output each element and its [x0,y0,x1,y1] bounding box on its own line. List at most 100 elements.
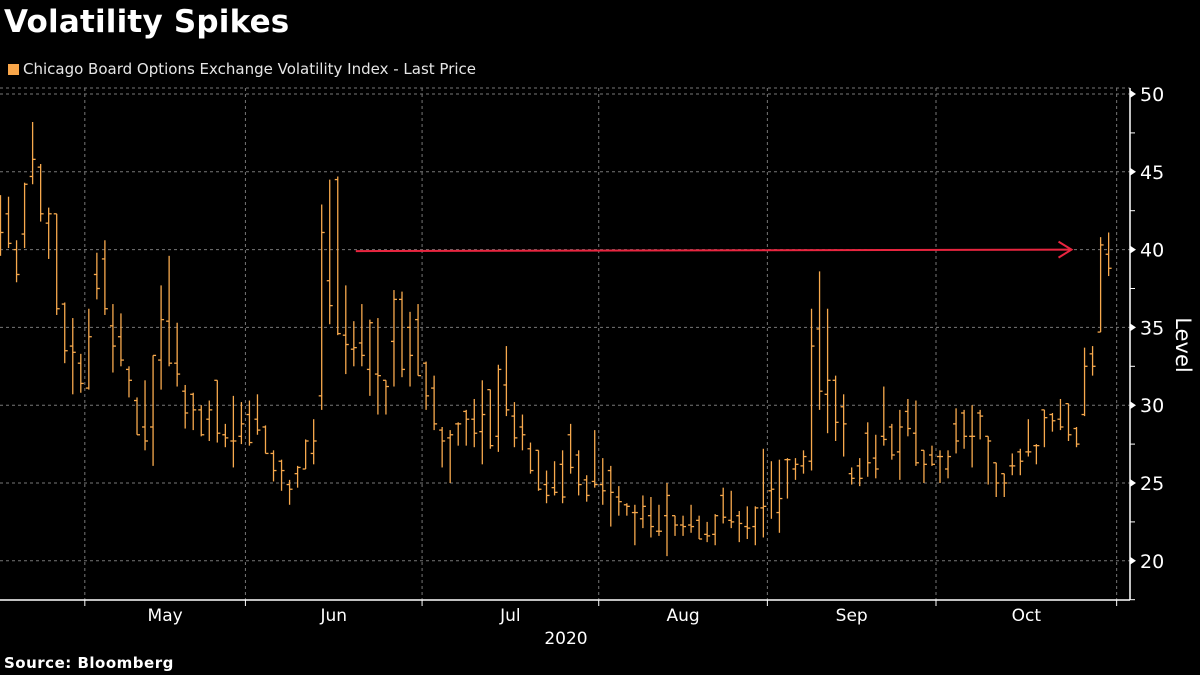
ohlc-bar [182,384,189,429]
ohlc-bar [503,346,510,417]
ohlc-bar [1001,473,1008,498]
ohlc-bar [150,354,157,466]
y-tick-mark [1130,323,1136,332]
ohlc-bar [824,308,831,434]
ohlc-bar [800,450,807,474]
ohlc-bar [953,408,960,454]
ohlc-bar [109,304,116,373]
ohlc-bar [1089,346,1096,376]
ohlc-bar [431,375,438,431]
ohlc-bar [808,308,815,471]
ohlc-bar [85,308,92,390]
ohlc-bar [463,409,470,446]
ohlc-bar [487,388,494,449]
ohlc-bar [294,465,301,488]
ohlc-bar [358,304,365,367]
ohlc-bar [631,504,638,546]
ohlc-bar [1105,232,1112,277]
ohlc-bar [856,458,863,487]
ohlc-bar [254,394,261,435]
ohlc-bar [286,479,293,505]
ohlc-bar [190,392,197,431]
x-tick-label: Aug [666,606,699,626]
ohlc-bar [166,255,173,367]
ohlc-bar [888,423,895,460]
ohlc-bar [350,321,357,367]
ohlc-bar [880,386,887,446]
ohlc-bar [607,465,614,527]
ohlc-bar [407,311,414,387]
ohlc-bar [278,459,285,491]
y-tick-label: 25 [1140,473,1164,495]
ohlc-bar [575,450,582,496]
chart-title: Volatility Spikes [4,4,290,40]
ohlc-bar [937,450,944,483]
ohlc-bar [840,394,847,457]
y-tick-label: 20 [1140,551,1164,573]
arrow-head-icon [1057,240,1074,259]
ohlc-bar [21,182,28,249]
ohlc-bar [519,414,526,451]
ohlc-bar [142,380,149,451]
y-tick-mark [1130,167,1136,176]
ohlc-bar [198,405,205,437]
ohlc-bar [744,506,751,540]
ohlc-bar [45,207,52,259]
ohlc-bar [495,364,502,452]
ohlc-bar [864,422,871,477]
ohlc-bar [69,318,76,395]
ohlc-bar [712,514,719,546]
x-tick-label: Sep [836,606,868,626]
ohlc-bar [125,366,132,398]
ohlc-bar [1065,402,1072,441]
ohlc-bar [13,240,20,283]
y-axis-label: Level [1171,317,1195,372]
ohlc-bar [816,271,823,410]
ohlc-bar [214,379,221,443]
ohlc-bar [53,213,60,315]
ohlc-bar [583,475,590,502]
y-tick-label: 50 [1140,84,1164,106]
ohlc-bar [262,425,269,455]
ohlc-bar [1057,398,1064,431]
axes: 20 25 30 35 40 45 50 May Jun Jul Aug Sep Oct [0,84,1164,626]
ohlc-bar [961,409,968,449]
ohlc-bar [985,435,992,485]
ohlc-bar [270,450,277,482]
ohlc-bar [230,395,237,468]
ohlc-bar [302,439,309,470]
ohlc-bar [61,302,68,364]
ohlc-bar [615,486,622,516]
y-tick-mark [1130,245,1136,254]
ohlc-bar [455,422,462,446]
legend: Chicago Board Options Exchange Volatilit… [8,60,476,78]
ohlc-bar [93,252,100,300]
ohlc-bar [696,515,703,540]
y-tick-mark [1130,90,1136,98]
ohlc-bar [310,419,317,465]
arrow-shaft [355,248,1072,253]
ohlc-bar [904,398,911,437]
ohlc-bar [945,450,952,479]
ohlc-bar [117,313,124,367]
legend-label: Chicago Board Options Exchange Volatilit… [23,60,477,78]
y-tick-label: 40 [1140,240,1164,262]
ohlc-bar [1009,453,1016,476]
ohlc-bar [920,449,927,483]
ohlc-bar [848,467,855,485]
ohlc-bar [342,285,349,375]
ohlc-bar [672,515,679,536]
ohlc-bar [760,448,767,538]
ohlc-bar [447,430,454,483]
ohlc-bar [1073,426,1080,448]
y-tick-mark [1130,556,1136,565]
ohlc-bar [736,511,743,543]
ohlc-bar [655,504,662,536]
ohlc-bar [471,398,478,448]
ohlc-bar [246,400,253,446]
ohlc-bar [543,470,550,504]
ohlc-bar [1049,412,1056,432]
ohlc-bar [238,402,245,445]
annotation-arrow [355,240,1074,259]
ohlc-bar [1081,347,1088,417]
